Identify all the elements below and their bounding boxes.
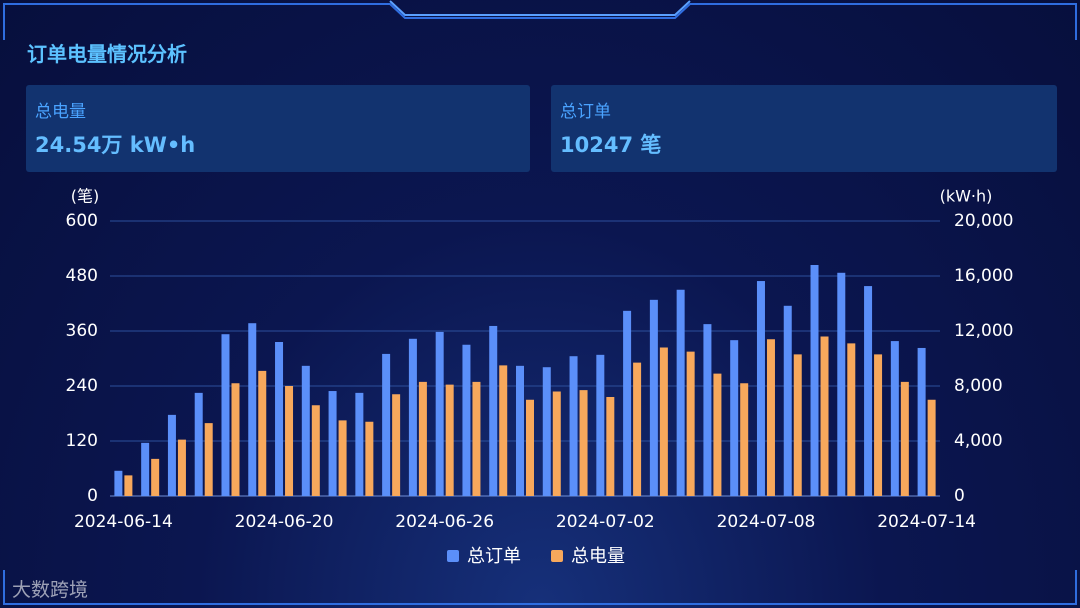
bar	[766, 339, 775, 496]
stat-card: 总电量 24.54万 kW•h	[26, 85, 530, 172]
bar	[874, 354, 883, 496]
x-tick-label: 2024-07-14	[877, 512, 976, 532]
bar	[552, 391, 561, 496]
bar	[927, 399, 936, 496]
bar	[221, 334, 230, 496]
bar	[167, 414, 176, 496]
x-tick-label: 2024-06-26	[395, 512, 494, 532]
y-tick-label: 240	[66, 376, 98, 396]
bar	[258, 370, 267, 496]
watermark: 大数跨境	[12, 579, 89, 601]
bar	[204, 423, 213, 496]
bar	[526, 399, 534, 496]
x-tick-label: 2024-07-08	[717, 512, 816, 532]
legend-swatch	[447, 550, 459, 562]
stat-value: 24.54万 kW•h	[35, 133, 196, 157]
bar	[890, 341, 899, 496]
y2-tick-label: 20,000	[954, 211, 1013, 231]
legend-swatch	[551, 550, 563, 562]
bar	[837, 272, 846, 496]
bar	[783, 305, 792, 496]
bar	[499, 365, 508, 496]
bar	[793, 354, 802, 496]
bar	[177, 439, 186, 496]
bar	[472, 381, 481, 496]
bar	[311, 405, 320, 496]
bar	[579, 390, 588, 496]
legend-label: 总电量	[571, 546, 625, 567]
x-tick-label: 2024-06-20	[235, 512, 334, 532]
y-tick-label: 0	[87, 486, 98, 506]
bar	[740, 383, 749, 496]
bar	[713, 373, 722, 496]
bar	[820, 336, 829, 496]
bar	[231, 383, 240, 496]
bar	[275, 342, 284, 496]
bar	[355, 392, 364, 496]
legend-label: 总订单	[467, 546, 521, 567]
bar	[864, 286, 873, 496]
bar	[730, 340, 739, 496]
stat-label: 总订单	[560, 102, 611, 122]
y-axis-label: (笔)	[71, 187, 100, 206]
bar	[338, 420, 347, 496]
y2-tick-label: 16,000	[954, 266, 1013, 286]
bar	[285, 386, 294, 496]
stat-label: 总电量	[35, 102, 86, 122]
bar	[194, 392, 203, 496]
bar	[301, 365, 310, 496]
bar	[124, 475, 133, 496]
bar	[542, 367, 551, 496]
bar	[435, 331, 444, 496]
stat-value: 10247 笔	[560, 133, 662, 157]
stat-card: 总订单 10247 笔	[551, 85, 1057, 172]
bar	[596, 354, 605, 496]
bar	[328, 391, 337, 496]
panel-title: 订单电量情况分析	[27, 42, 187, 66]
bar	[114, 470, 123, 496]
bar	[445, 384, 454, 496]
bar	[569, 356, 578, 496]
bar	[462, 344, 471, 496]
y-tick-label: 120	[66, 431, 98, 451]
bar	[408, 338, 417, 496]
bar	[489, 325, 498, 496]
bar	[686, 351, 695, 496]
bar	[151, 458, 160, 496]
bar	[382, 353, 391, 496]
bar	[917, 347, 926, 496]
bar	[847, 343, 856, 496]
x-tick-label: 2024-06-14	[74, 512, 173, 532]
bar	[141, 442, 150, 496]
y-tick-label: 360	[66, 321, 98, 341]
bar	[756, 281, 765, 496]
y-tick-label: 600	[66, 211, 98, 231]
y2-tick-label: 12,000	[954, 321, 1013, 341]
bar	[248, 323, 257, 496]
bar	[900, 381, 909, 496]
bar	[810, 265, 819, 496]
y2-tick-label: 0	[954, 486, 965, 506]
bar	[365, 421, 374, 496]
bar	[659, 347, 668, 496]
bar	[418, 381, 427, 496]
y2-tick-label: 4,000	[954, 431, 1003, 451]
y2-tick-label: 8,000	[954, 376, 1003, 396]
bar	[676, 289, 685, 496]
y-tick-label: 480	[66, 266, 98, 286]
bar	[392, 394, 401, 496]
y2-axis-label: (kW·h)	[940, 187, 993, 206]
x-tick-label: 2024-07-02	[556, 512, 655, 532]
bar	[633, 362, 642, 496]
bar	[649, 299, 658, 496]
bar	[623, 310, 632, 496]
bar	[606, 397, 615, 496]
bar	[703, 324, 712, 496]
bar	[516, 365, 524, 496]
